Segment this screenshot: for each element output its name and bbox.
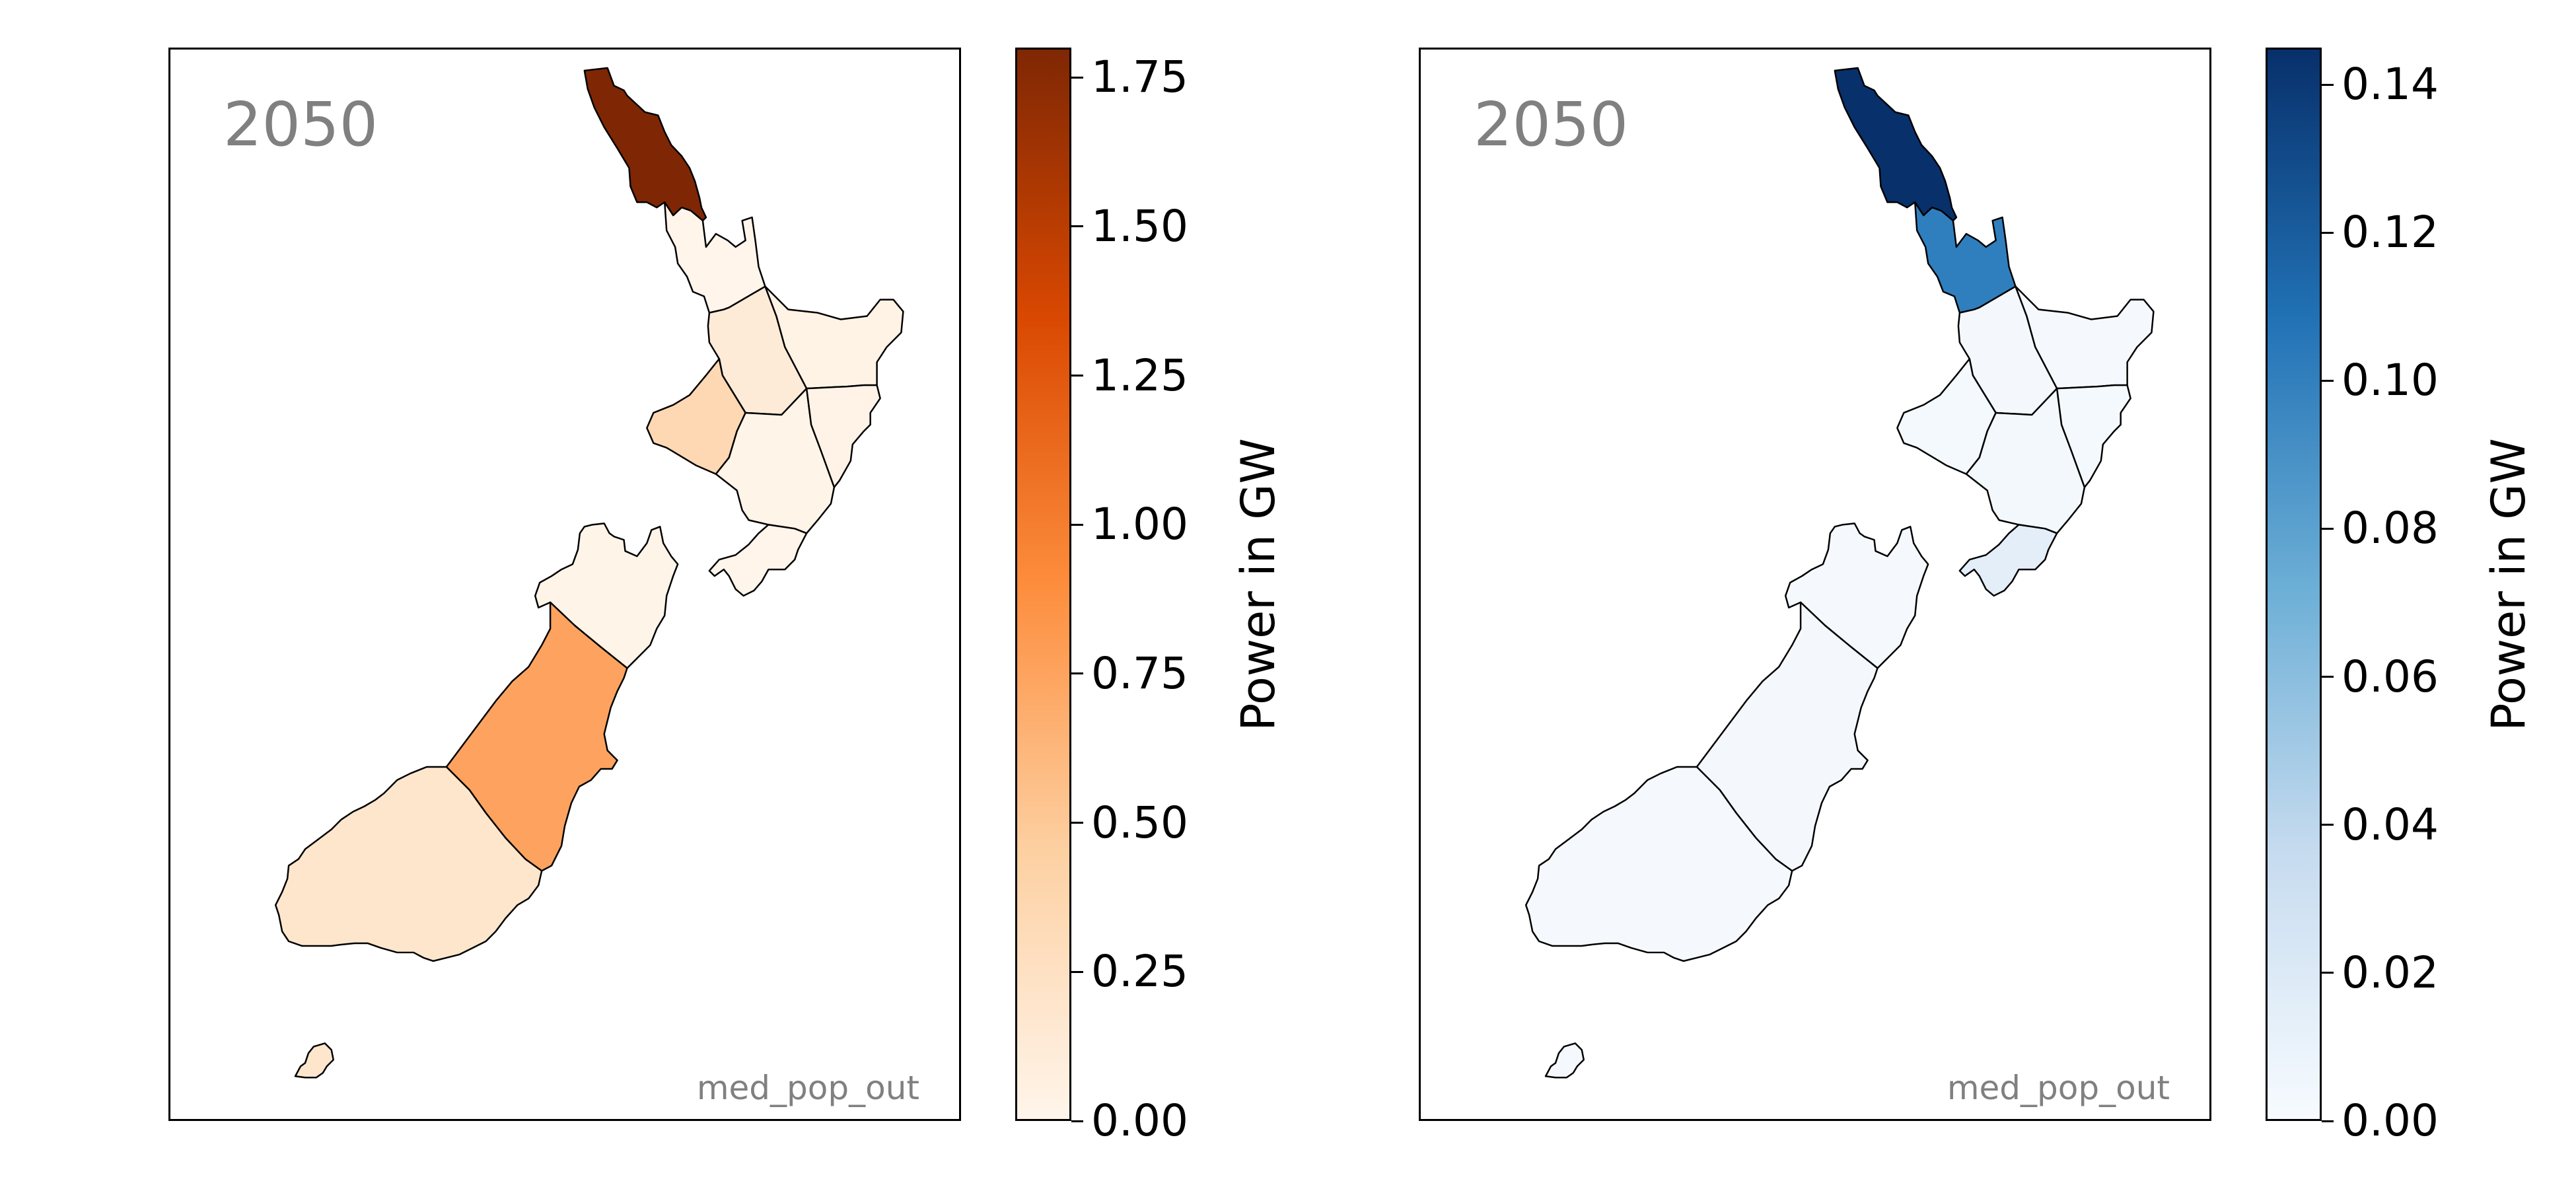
tick-label: 1.50 [1091, 200, 1188, 252]
tick-label: 0.00 [2342, 1095, 2439, 1146]
tick-mark [1071, 225, 1083, 228]
tick-mark [1071, 375, 1083, 377]
region-nelson-tasman [1784, 522, 1929, 669]
region-stewart-island [1544, 1042, 1585, 1079]
tick-mark [1071, 523, 1083, 526]
nz-map [1524, 67, 2155, 1079]
map-frame: 2050 med_pop_out [168, 48, 961, 1121]
tick-label: 1.25 [1091, 349, 1188, 401]
tick-mark [2322, 1120, 2334, 1122]
region-northland [583, 67, 707, 222]
tick-mark [1071, 672, 1083, 675]
tick-mark [2322, 379, 2334, 382]
region-auckland [663, 201, 766, 314]
nz-map [274, 67, 904, 1079]
colorbar [2266, 48, 2322, 1121]
tick-label: 0.25 [1091, 946, 1188, 997]
tick-mark [1071, 970, 1083, 973]
panel-right: 2050 med_pop_out 0.00 0.02 0.04 0.06 0.08 0.1… [1250, 0, 2538, 1189]
region-hawkes-bay [805, 384, 881, 488]
tick-label: 0.50 [1091, 797, 1188, 848]
region-northland [1834, 67, 1958, 222]
region-wellington [1958, 524, 2058, 597]
year-label: 2050 [223, 89, 378, 160]
tick-mark [2322, 824, 2334, 826]
tick-label: 0.08 [2342, 503, 2439, 554]
tick-mark [1071, 76, 1083, 79]
tick-mark [2322, 83, 2334, 86]
tick-mark [1071, 822, 1083, 824]
tick-mark [2322, 676, 2334, 678]
panel-left: 2050 med_pop_out 0.00 0.25 0.50 0.75 1.00 1.2… [168, 48, 1285, 1146]
tick-label: 0.14 [2342, 59, 2439, 110]
tick-label: 0.12 [2342, 207, 2439, 258]
region-wellington [708, 524, 808, 597]
colorbar-title: Power in GW [2482, 438, 2536, 731]
map-frame: 2050 med_pop_out [1419, 48, 2211, 1121]
tick-label: 0.02 [2342, 947, 2439, 998]
region-bay-of-plenty [2015, 285, 2155, 390]
scenario-label: med_pop_out [696, 1069, 919, 1107]
region-stewart-island [294, 1042, 335, 1079]
region-auckland [1914, 201, 2017, 314]
region-otago-southland [274, 766, 543, 962]
region-otago-southland [1524, 766, 1793, 962]
tick-label: 0.04 [2342, 799, 2439, 850]
tick-label: 0.75 [1091, 647, 1188, 699]
tick-mark [2322, 972, 2334, 974]
tick-mark [1071, 1120, 1083, 1122]
year-label: 2050 [1474, 89, 1629, 160]
tick-label: 0.10 [2342, 355, 2439, 406]
scenario-label: med_pop_out [1947, 1069, 2170, 1107]
region-nelson-tasman [534, 522, 679, 669]
tick-mark [2322, 527, 2334, 530]
colorbar [1015, 48, 1071, 1121]
tick-label: 1.75 [1091, 52, 1188, 103]
region-bay-of-plenty [764, 285, 904, 390]
region-hawkes-bay [2056, 384, 2131, 488]
tick-label: 0.00 [1091, 1095, 1188, 1146]
tick-label: 0.06 [2342, 651, 2439, 702]
tick-label: 1.00 [1091, 499, 1188, 550]
tick-mark [2322, 231, 2334, 234]
